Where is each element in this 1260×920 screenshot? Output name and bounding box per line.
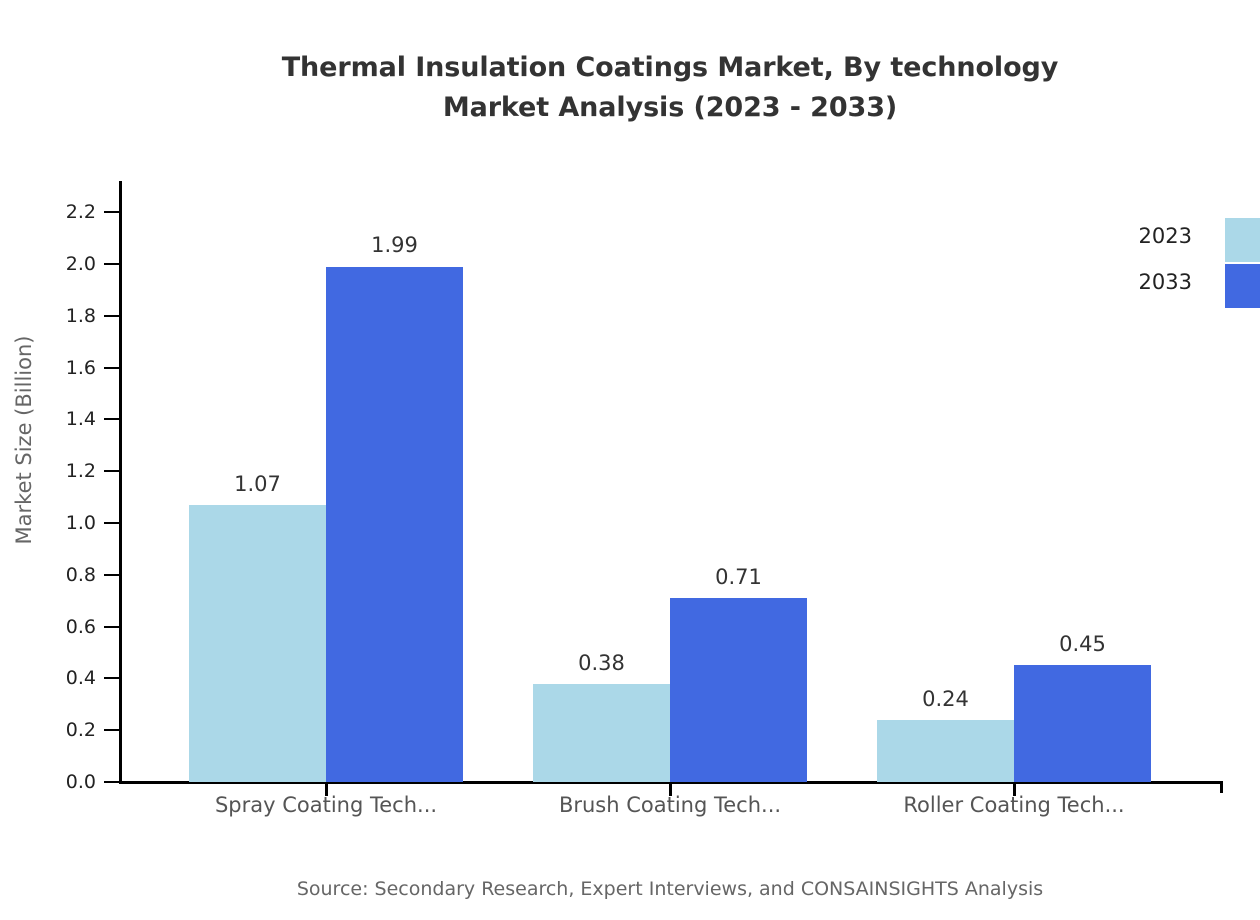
legend: 2023 2033 [1130, 218, 1260, 310]
source-note: Source: Secondary Research, Expert Inter… [296, 878, 1044, 900]
legend-label-2023: 2023 [1138, 224, 1192, 248]
y-axis-tick-mark [104, 211, 120, 214]
y-axis-tick-mark [104, 625, 120, 628]
bar-2023-2[interactable] [877, 719, 1014, 782]
y-axis-tick-mark [104, 781, 120, 783]
y-axis-tick-mark [104, 314, 120, 317]
legend-swatch-2023 [1225, 218, 1260, 262]
y-axis-tick-mark [104, 729, 120, 732]
legend-label-2033: 2033 [1138, 270, 1192, 294]
y-axis-line [119, 181, 122, 783]
y-axis-tick-label: 1.2 [65, 460, 96, 483]
y-axis-tick-mark [104, 366, 120, 369]
plot-area: 1.07 1.99 0.38 0.71 0.24 0.45 [119, 181, 1223, 782]
chart-title: Thermal Insulation Coatings Market, By t… [0, 48, 1260, 128]
y-axis-tick-label: 0.4 [65, 667, 96, 690]
y-axis-tick-label: 0.6 [65, 615, 96, 638]
x-axis-tick-label: Spray Coating Tech... [214, 793, 438, 817]
bar-value-label: 1.99 [371, 233, 418, 258]
x-axis-tick-mark [1013, 783, 1016, 796]
legend-item-2033[interactable]: 2033 [1130, 264, 1260, 310]
y-axis-tick-label: 1.6 [65, 356, 96, 379]
x-axis-tick-mark [669, 783, 672, 796]
x-axis-end-tick [1220, 781, 1223, 793]
bar-2033-2[interactable] [1014, 665, 1151, 782]
x-axis-line [119, 781, 1223, 784]
bar-value-label: 1.07 [234, 471, 281, 496]
chart-title-line-2: Market Analysis (2023 - 2033) [442, 92, 898, 123]
y-axis-tick-mark [104, 521, 120, 524]
x-axis-tick-label: Brush Coating Tech... [558, 793, 782, 817]
bar-value-label: 0.24 [922, 686, 969, 711]
y-axis-tick-mark [104, 573, 120, 576]
bar-value-label: 0.71 [715, 565, 762, 590]
bar-2033-0[interactable] [326, 266, 463, 782]
y-axis-tick-label: 1.0 [65, 511, 96, 534]
y-axis-tick-label: 2.0 [65, 252, 96, 275]
y-axis-tick-mark [104, 262, 120, 265]
y-axis-tick-label: 1.8 [65, 304, 96, 327]
y-axis-tick-mark [104, 418, 120, 421]
bar-2023-1[interactable] [533, 683, 670, 782]
y-axis-tick-mark [104, 470, 120, 473]
y-axis-tick-label: 0.8 [65, 563, 96, 586]
y-axis-tick-label: 0.2 [65, 719, 96, 742]
y-axis-tick-label: 1.4 [65, 408, 96, 431]
y-axis-tick-mark [104, 677, 120, 680]
bar-2023-0[interactable] [189, 504, 326, 782]
x-axis-tick-label: Roller Coating Tech... [903, 793, 1125, 817]
legend-swatch-2033 [1225, 264, 1260, 308]
chart-title-line-1: Thermal Insulation Coatings Market, By t… [281, 52, 1059, 83]
legend-item-2023[interactable]: 2023 [1130, 218, 1260, 264]
x-axis-tick-mark [325, 783, 328, 796]
bar-2033-1[interactable] [670, 598, 807, 782]
bar-value-label: 0.45 [1059, 632, 1106, 657]
y-axis-tick-label: 0.0 [65, 771, 96, 793]
y-axis-tick-label: 2.2 [65, 201, 96, 224]
bar-value-label: 0.38 [578, 650, 625, 675]
